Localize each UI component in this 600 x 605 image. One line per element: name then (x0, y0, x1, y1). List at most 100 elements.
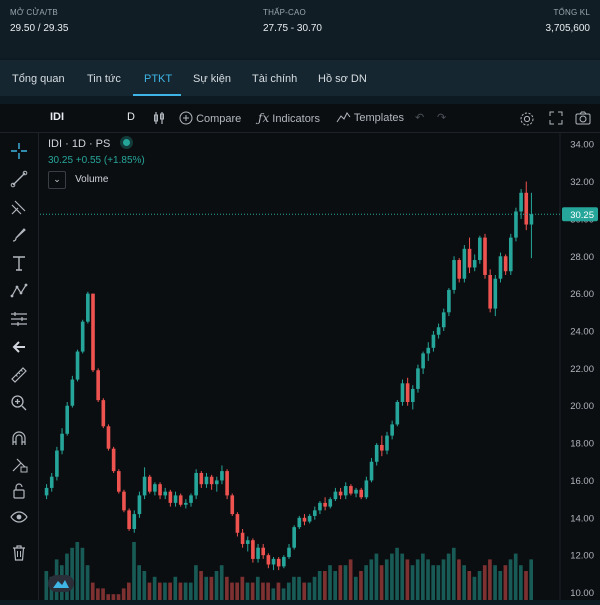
candle-body (199, 472, 204, 485)
brush-icon[interactable] (9, 225, 29, 245)
ruler-icon[interactable] (9, 365, 29, 385)
symbol-search-button[interactable]: IDI (50, 111, 65, 123)
candle-body (111, 448, 116, 472)
volume-bar (524, 571, 528, 600)
tab-news[interactable]: Tin tức (87, 73, 121, 85)
indicators-button[interactable]: ƒx Indicators (258, 111, 320, 125)
tab-company-profile[interactable]: Hồ sơ DN (318, 73, 367, 85)
text-tool-icon[interactable] (9, 253, 29, 273)
interval-button[interactable]: D (127, 111, 135, 123)
undo-icon[interactable]: ↶ (415, 112, 425, 124)
volume-bar (255, 576, 260, 600)
section-tabs: Tổng quan Tin tức PTKT Sự kiện Tài chính… (0, 60, 600, 96)
volume-bar (147, 582, 152, 600)
volume-bar (168, 582, 172, 600)
fullscreen-icon[interactable] (549, 111, 563, 128)
candle-body (349, 486, 353, 494)
price-tick-label: 18.00 (570, 439, 594, 450)
forecast-icon[interactable] (9, 309, 29, 329)
settings-gear-icon[interactable] (519, 111, 535, 130)
candle-body (514, 211, 518, 238)
candle-body (390, 424, 394, 436)
indicators-label: Indicators (272, 113, 320, 125)
stat-low-high: THẤP-CAO 27.75 - 30.70 (263, 8, 322, 34)
candle-body (380, 444, 384, 451)
compare-button[interactable]: Compare (179, 111, 241, 125)
volume-bar (183, 582, 188, 600)
volume-bar (317, 571, 322, 600)
collapse-legend-button[interactable]: ⌄ (48, 171, 66, 189)
volume-bar (431, 565, 435, 600)
camera-icon[interactable] (575, 111, 591, 128)
volume-bar (426, 559, 430, 600)
crosshair-icon[interactable] (9, 141, 29, 161)
volume-bar (116, 594, 121, 600)
candle-body (467, 248, 472, 268)
volume-bar (519, 565, 523, 600)
volume-bar (44, 571, 49, 600)
candle-body (519, 192, 523, 212)
volume-bar (80, 547, 85, 600)
candle-body (483, 237, 487, 275)
candle-body (261, 547, 266, 556)
volume-bar (286, 582, 291, 600)
volume-bar (235, 582, 239, 600)
volume-bar (323, 571, 327, 600)
stat-label: THẤP-CAO (263, 8, 306, 17)
candle-body (282, 557, 286, 567)
zoom-in-icon[interactable] (9, 393, 29, 413)
pitchfork-icon[interactable] (9, 197, 29, 217)
series-title-text: IDI · 1D · PS (48, 138, 111, 150)
tab-overview[interactable]: Tổng quan (12, 73, 65, 85)
volume-bar (121, 588, 126, 600)
volume-bar (400, 553, 405, 600)
volume-bar (245, 582, 250, 600)
candle-body (338, 491, 343, 496)
pattern-icon[interactable] (9, 281, 29, 301)
volume-bar (271, 588, 276, 600)
tab-events[interactable]: Sự kiện (193, 73, 231, 85)
volume-bar (312, 576, 317, 600)
volume-bar (348, 559, 353, 600)
candle-body (328, 499, 333, 507)
trend-line-icon[interactable] (9, 169, 29, 189)
redo-icon[interactable]: ↷ (437, 112, 447, 124)
candle-body (287, 547, 291, 558)
candle-body (369, 461, 374, 481)
candles (44, 181, 534, 571)
candle-body (147, 476, 152, 492)
candle-body (153, 484, 157, 492)
magnet-icon[interactable] (9, 429, 29, 449)
candle-body (178, 495, 183, 505)
candle-body (472, 260, 477, 268)
candle-body (266, 555, 271, 565)
tab-financials[interactable]: Tài chính (252, 73, 298, 85)
volume-bar (240, 576, 245, 600)
tab-technical-analysis[interactable]: PTKT (144, 73, 173, 85)
price-chart[interactable]: 10.00 12.00 14.00 16.00 18.00 20.00 22.00 24.00… (40, 133, 600, 600)
fx-icon: ƒx (258, 111, 270, 125)
trash-icon[interactable] (9, 543, 29, 563)
candle-style-icon[interactable] (152, 111, 166, 128)
volume-bar (266, 582, 270, 600)
chart-widget: IDI D Compare ƒx Indicators Templates ↶ … (0, 104, 600, 600)
candle-body (488, 274, 492, 309)
unlock-icon[interactable] (9, 481, 29, 501)
candle-body (194, 472, 198, 496)
volume-bar (457, 559, 461, 600)
lock-drawing-icon[interactable] (9, 455, 29, 475)
candle-body (354, 489, 358, 494)
volume-bar (292, 576, 296, 600)
candle-body (127, 510, 131, 530)
eye-icon[interactable] (9, 507, 29, 527)
chart-canvas[interactable]: 10.00 12.00 14.00 16.00 18.00 20.00 22.00 24.00… (40, 133, 600, 600)
volume-legend[interactable]: ⌄ Volume (48, 171, 108, 189)
stat-value: 29.50 / 29.35 (10, 23, 69, 34)
candle-body (70, 379, 75, 406)
candle-body (441, 312, 446, 328)
templates-button[interactable]: Templates (336, 111, 404, 124)
volume-bar (163, 582, 167, 600)
arrow-left-icon[interactable] (9, 337, 29, 357)
volume-bar (152, 576, 157, 600)
candle-body (364, 480, 369, 498)
